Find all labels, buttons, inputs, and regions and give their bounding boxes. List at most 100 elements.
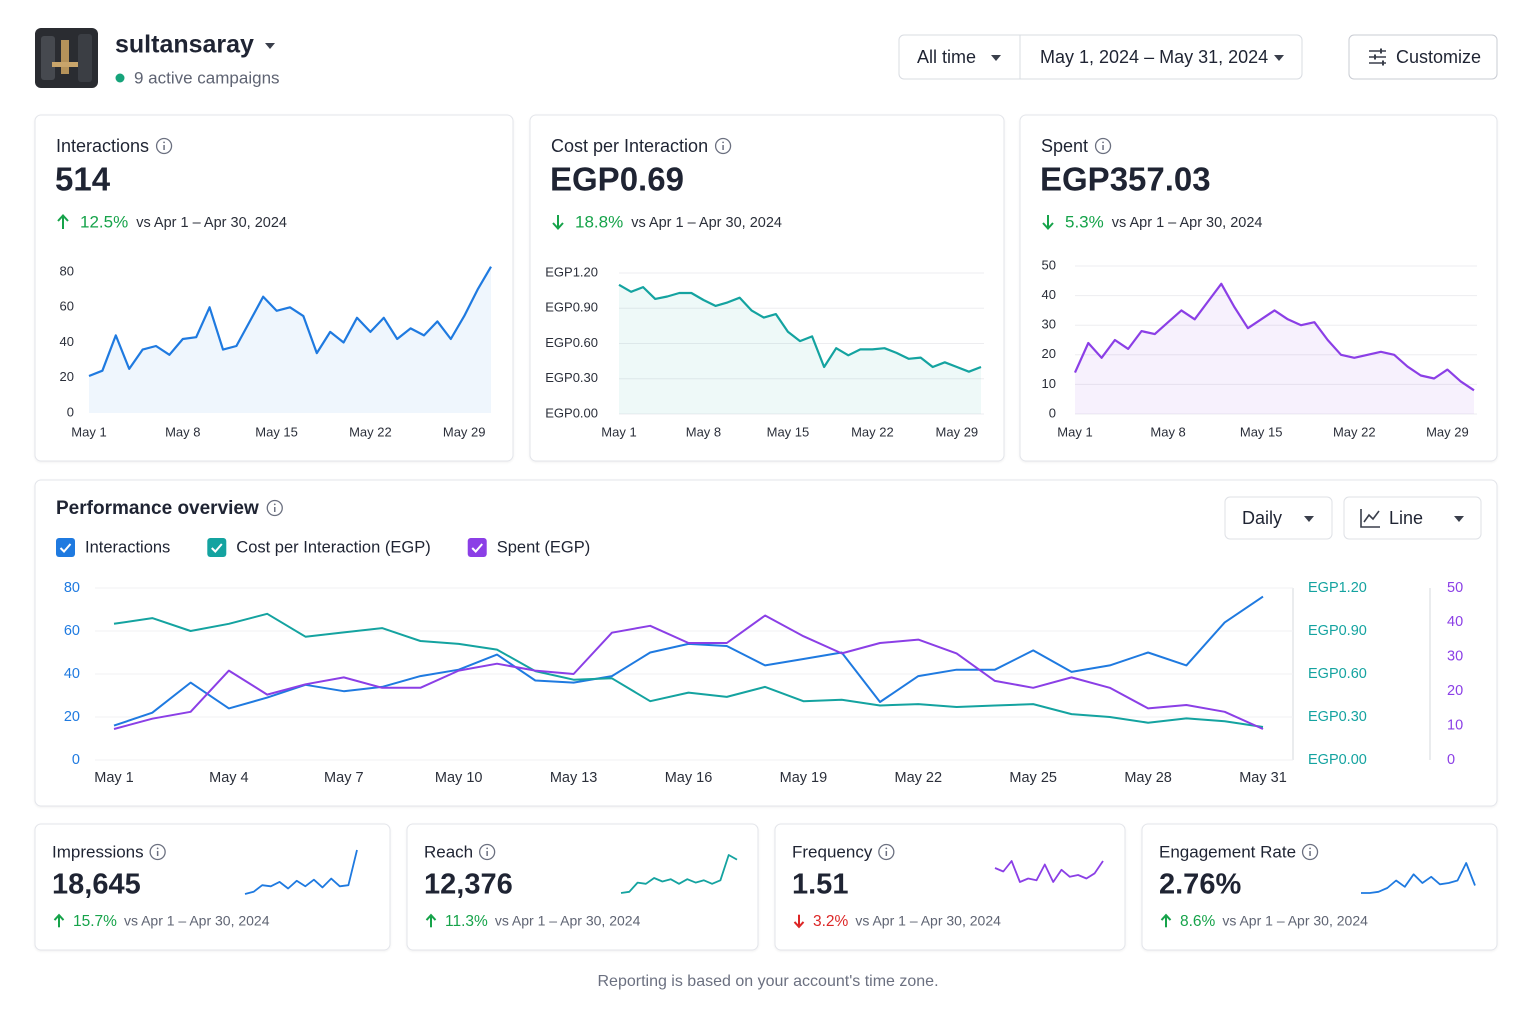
dropdown-caret xyxy=(1454,516,1464,522)
kpi-card xyxy=(529,114,1005,462)
range-preset: All time xyxy=(917,47,976,67)
legend-check xyxy=(471,543,483,553)
metric-card xyxy=(406,823,759,951)
x-tick-label: May 25 xyxy=(1009,770,1057,786)
y-tick-label: 40 xyxy=(60,334,74,349)
kpi-change: 12.5% xyxy=(80,212,128,231)
info-icon xyxy=(163,141,165,144)
kpi-change: 18.8% xyxy=(575,212,623,231)
y-tick-label: EGP1.20 xyxy=(545,264,598,279)
avatar xyxy=(78,34,92,82)
legend-checkbox[interactable] xyxy=(467,538,487,557)
y-tick-label: 40 xyxy=(64,666,80,682)
kpi-title: Interactions xyxy=(56,136,149,156)
legend-label: Spent (EGP) xyxy=(497,538,591,556)
info-icon xyxy=(1309,847,1311,850)
sparkline xyxy=(244,849,358,895)
avatar xyxy=(41,36,55,80)
y3-tick-label: 0 xyxy=(1447,752,1455,768)
trend-arrow xyxy=(425,913,437,921)
x-tick-label: May 29 xyxy=(1426,424,1469,439)
x-tick-label: May 4 xyxy=(209,770,249,786)
trend-arrow xyxy=(57,214,69,222)
metric-value: 2.76% xyxy=(1159,869,1241,901)
legend-checkbox[interactable] xyxy=(56,538,75,557)
x-tick-label: May 1 xyxy=(94,770,134,786)
info-icon xyxy=(722,141,724,144)
metric-change: 8.6% xyxy=(1180,913,1216,930)
metric-value: 1.51 xyxy=(792,869,848,901)
y-tick-label: 60 xyxy=(60,299,74,314)
x-tick-label: May 10 xyxy=(435,770,483,786)
metric-change: 3.2% xyxy=(813,913,849,930)
x-tick-label: May 7 xyxy=(324,770,364,786)
x-tick-label: May 28 xyxy=(1124,770,1172,786)
y-tick-label: 80 xyxy=(64,580,80,596)
area-fill xyxy=(619,284,981,414)
kpi-change: 5.3% xyxy=(1065,212,1104,231)
account-name: sultansaray xyxy=(115,31,254,59)
info-icon xyxy=(878,843,895,861)
y3-tick-label: 50 xyxy=(1447,580,1463,596)
x-tick-label: May 19 xyxy=(780,770,828,786)
info-icon xyxy=(156,847,159,850)
legend-label: Interactions xyxy=(85,538,170,556)
y-tick-label: EGP0.00 xyxy=(545,405,598,420)
kpi-line xyxy=(1073,282,1475,392)
kpi-comparison: vs Apr 1 – Apr 30, 2024 xyxy=(631,215,782,231)
y2-tick-label: EGP0.30 xyxy=(1308,709,1367,725)
y3-tick-label: 20 xyxy=(1447,683,1463,699)
y-tick-label: 0 xyxy=(1049,405,1056,420)
y3-tick-label: 40 xyxy=(1447,614,1463,630)
kpi-card xyxy=(1019,114,1498,462)
trend-arrow xyxy=(552,222,564,230)
x-tick-label: May 29 xyxy=(443,424,486,439)
legend-check xyxy=(211,543,223,553)
kpi-title: Cost per Interaction xyxy=(551,136,708,156)
metric-comparison: vs Apr 1 – Apr 30, 2024 xyxy=(1222,913,1368,929)
dropdown-caret xyxy=(1304,516,1314,522)
y2-tick-label: EGP0.00 xyxy=(1308,752,1367,768)
y-tick-label: 50 xyxy=(1042,257,1056,272)
interval-select[interactable] xyxy=(1224,496,1333,540)
view-select[interactable] xyxy=(1343,496,1482,540)
status-dot xyxy=(115,73,125,83)
x-tick-label: May 29 xyxy=(936,424,979,439)
kpi-card xyxy=(34,114,514,462)
metric-value: 18,645 xyxy=(52,869,141,901)
campaign-status: 9 active campaigns xyxy=(134,68,280,87)
range-selector[interactable] xyxy=(898,34,1303,80)
y-tick-label: 20 xyxy=(64,709,80,725)
x-tick-label: May 16 xyxy=(665,770,713,786)
metric-title: Engagement Rate xyxy=(1159,842,1296,861)
y-tick-label: 30 xyxy=(1042,317,1056,332)
x-tick-label: May 22 xyxy=(349,424,392,439)
x-tick-label: May 1 xyxy=(1057,424,1092,439)
legend-checkbox[interactable] xyxy=(207,538,227,557)
view-label: Line xyxy=(1389,508,1423,528)
x-tick-label: May 8 xyxy=(1150,424,1185,439)
x-tick-label: May 15 xyxy=(1240,424,1283,439)
y-tick-label: 0 xyxy=(67,404,74,419)
sparkline xyxy=(994,860,1104,883)
info-icon xyxy=(1102,141,1104,144)
info-icon xyxy=(1094,137,1112,155)
info-icon xyxy=(273,503,276,506)
dropdown-caret xyxy=(265,43,275,49)
y2-tick-label: EGP0.60 xyxy=(1308,666,1367,682)
kpi-line xyxy=(618,283,982,373)
y-tick-label: EGP0.30 xyxy=(545,370,598,385)
x-tick-label: May 1 xyxy=(601,424,636,439)
info-icon xyxy=(149,843,166,861)
x-tick-label: May 15 xyxy=(767,424,810,439)
section-title: Performance overview xyxy=(56,498,259,519)
customize-button[interactable] xyxy=(1348,34,1498,80)
y3-tick-label: 10 xyxy=(1447,717,1463,733)
kpi-line xyxy=(88,266,492,378)
metric-card xyxy=(1141,823,1498,951)
x-tick-label: May 22 xyxy=(851,424,894,439)
x-tick-label: May 15 xyxy=(255,424,298,439)
performance-card xyxy=(34,479,1498,807)
